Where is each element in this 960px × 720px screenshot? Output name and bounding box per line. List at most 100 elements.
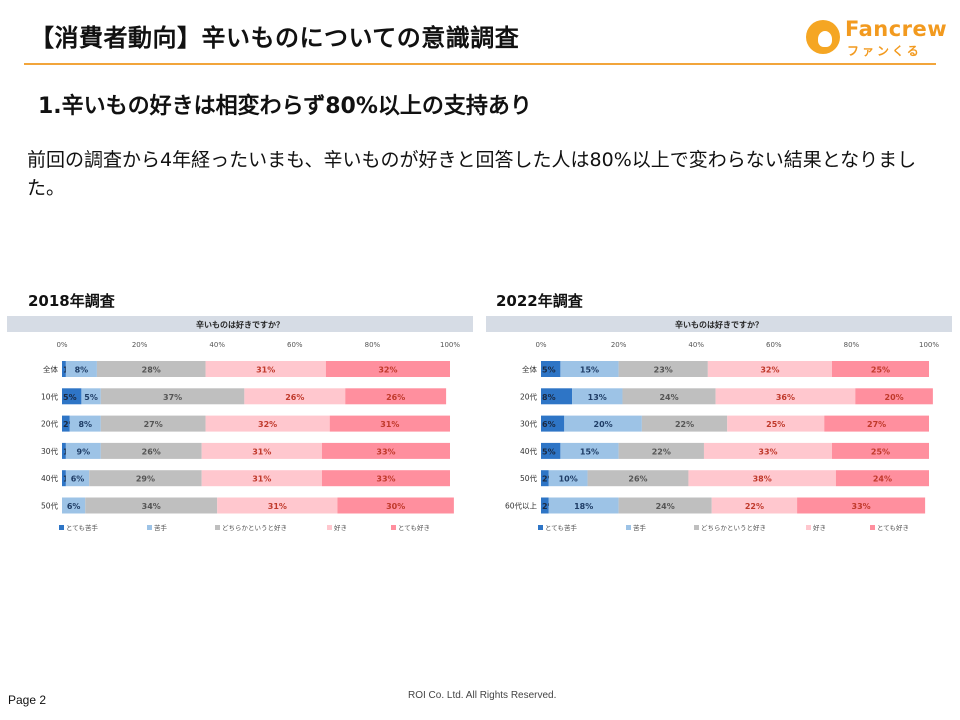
data-label: 8% [75, 366, 89, 375]
category-label: 30代 [41, 446, 59, 456]
data-label: 13% [588, 393, 607, 402]
bar-segment [715, 388, 856, 405]
bar-segment [65, 470, 90, 487]
data-label: 33% [376, 475, 395, 484]
data-label: 26% [386, 393, 405, 402]
bar-segment [727, 415, 825, 432]
legend-label: 苦手 [633, 523, 647, 532]
chart-title: 辛いものは好きですか？ [675, 320, 763, 330]
data-label: 18% [574, 502, 593, 511]
data-label: 31% [380, 420, 399, 429]
chart-label-2018: 2018年調査 [28, 292, 115, 310]
data-label: 31% [268, 502, 287, 511]
bar-segment [541, 415, 565, 432]
logo-kana-text: ファンくる [847, 44, 922, 58]
data-label: 26% [142, 447, 161, 456]
bar-segment [65, 361, 97, 377]
bar-segment [560, 442, 619, 459]
data-label: 15% [580, 366, 599, 375]
category-label: 50代 [41, 501, 59, 511]
data-label: 22% [745, 502, 764, 511]
data-label: 30% [386, 502, 405, 511]
data-label: 32% [760, 366, 779, 375]
bar-segment [835, 470, 929, 487]
data-label: 32% [378, 366, 397, 375]
bar-segment [62, 388, 82, 405]
page-title: 【消費者動向】辛いものについての意識調査 [30, 24, 520, 52]
data-label: 37% [163, 393, 182, 402]
category-label: 40代 [520, 446, 538, 456]
x-tick-label: 20% [611, 341, 627, 349]
bar-segment [345, 388, 447, 405]
data-label: 6% [71, 475, 85, 484]
legend-label: どちらかというと好き [701, 523, 766, 532]
category-label: 全体 [522, 364, 537, 374]
data-label: 26% [285, 393, 304, 402]
legend-label: とても苦手 [66, 523, 98, 532]
chart-2022-svg: 辛いものは好きですか？ 0% 20% 40% 60% 80% 100% 全体 5% 15% 23% 3… [486, 316, 952, 546]
data-label: 24% [656, 502, 675, 511]
data-label: 34% [142, 502, 161, 511]
bar-segment [65, 442, 101, 459]
legend-swatch [59, 525, 64, 530]
data-label: 26% [628, 475, 647, 484]
bar-segment [205, 361, 326, 377]
bar-segment [548, 470, 588, 487]
data-label: 8% [78, 420, 92, 429]
data-label: 22% [652, 447, 671, 456]
bar-segment [618, 497, 712, 514]
data-label: 31% [252, 447, 271, 456]
category-label: 20代 [41, 419, 59, 429]
bar-segment [321, 470, 450, 487]
bar-segment [205, 415, 330, 432]
bar-segment [100, 415, 206, 432]
chart-label-2022: 2022年調査 [496, 292, 583, 310]
bar-segment [100, 388, 245, 405]
legend-swatch [870, 525, 875, 530]
fancrew-logo: Fancrew ファンくる [803, 17, 947, 59]
data-label: 25% [871, 366, 890, 375]
bar-segment [541, 497, 549, 514]
bar-segment [69, 415, 101, 432]
data-label: 9% [77, 447, 91, 456]
legend-swatch [147, 525, 152, 530]
data-label: 5% [542, 366, 556, 375]
copyright-text: ROI Co. Ltd. All Rights Reserved. [408, 690, 557, 701]
chart-title-bar [7, 316, 473, 332]
bar-segment [89, 470, 202, 487]
data-label: 29% [136, 475, 155, 484]
bar-segment [618, 361, 708, 377]
data-label: 32% [258, 420, 277, 429]
bar-segment [62, 442, 66, 459]
bar-segment [329, 415, 450, 432]
data-label: 5% [84, 393, 98, 402]
data-label: 20% [885, 393, 904, 402]
bar-segment [217, 497, 338, 514]
data-label: 25% [766, 420, 785, 429]
x-tick-label: 60% [766, 341, 782, 349]
category-label: 60代以上 [505, 501, 538, 511]
legend-swatch [626, 525, 631, 530]
bar-segment [62, 415, 70, 432]
category-label: 40代 [41, 473, 59, 483]
data-label: 31% [256, 366, 275, 375]
category-label: 30代 [520, 419, 538, 429]
bar-segment [832, 442, 929, 459]
bar-segment [618, 442, 704, 459]
data-label: 27% [144, 420, 163, 429]
chart-title: 辛いものは好きですか？ [196, 320, 284, 330]
legend-label: 好き [813, 523, 826, 532]
bar-segment [832, 361, 929, 377]
x-tick-label: 0% [56, 341, 67, 349]
data-label: 36% [776, 393, 795, 402]
legend-label: とても好き [877, 523, 909, 532]
bar-segment [541, 470, 549, 487]
bar-segment [587, 470, 689, 487]
legend-label: どちらかというと好き [222, 523, 287, 532]
page-number: Page 2 [8, 693, 47, 707]
legend-swatch [538, 525, 543, 530]
bar-segment [711, 497, 798, 514]
data-label: 15% [580, 447, 599, 456]
data-label: 24% [873, 475, 892, 484]
category-label: 10代 [41, 391, 59, 401]
